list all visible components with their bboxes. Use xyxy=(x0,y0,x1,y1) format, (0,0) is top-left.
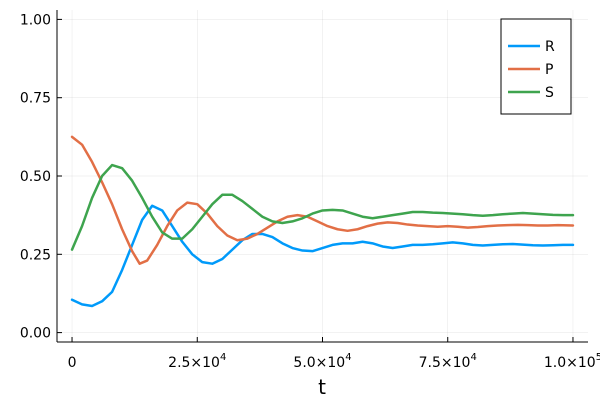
x-tick-mantissa: 0 xyxy=(68,355,77,371)
y-tick-label: 0.00 xyxy=(20,326,51,342)
legend-label-r: R xyxy=(545,39,555,55)
legend-label-s: S xyxy=(545,85,554,101)
x-tick-label: 5.0×104 xyxy=(293,352,351,371)
y-tick-label: 0.25 xyxy=(20,247,51,263)
x-tick-mantissa: 7.5×10 xyxy=(419,355,471,371)
x-tick-exponent: 4 xyxy=(220,352,226,363)
legend: RPS xyxy=(500,18,572,115)
x-tick-label: 7.5×104 xyxy=(419,352,477,371)
x-tick-mantissa: 2.5×10 xyxy=(168,355,220,371)
y-tick-label: 1.00 xyxy=(20,12,51,28)
legend-label-p: P xyxy=(545,62,553,78)
x-tick-label: 0 xyxy=(68,355,77,371)
grid-lines xyxy=(57,10,588,342)
y-tick-labels: 0.00 0.25 0.50 0.75 1.00 xyxy=(20,12,51,341)
axes xyxy=(56,10,588,343)
x-tick-exponent: 4 xyxy=(345,352,351,363)
y-tick-label: 0.75 xyxy=(20,91,51,107)
series-line-r xyxy=(70,204,575,308)
legend-box xyxy=(500,18,572,115)
x-tick-mantissa: 1.0×10 xyxy=(544,355,596,371)
series-line-p xyxy=(70,135,575,265)
x-axis-label: t xyxy=(318,375,326,399)
x-tick-label: 1.0×105 xyxy=(544,352,600,371)
plot-series xyxy=(70,135,575,308)
x-tick-exponent: 4 xyxy=(470,352,476,363)
x-tick-label: 2.5×104 xyxy=(168,352,226,371)
x-tick-exponent: 5 xyxy=(596,352,600,363)
x-tick-labels: 0 2.5×104 5.0×104 7.5×104 1.0×105 xyxy=(68,352,600,371)
x-tick-mantissa: 5.0×10 xyxy=(293,355,345,371)
y-tick-label: 0.50 xyxy=(20,169,51,185)
series-line-s xyxy=(70,163,575,251)
